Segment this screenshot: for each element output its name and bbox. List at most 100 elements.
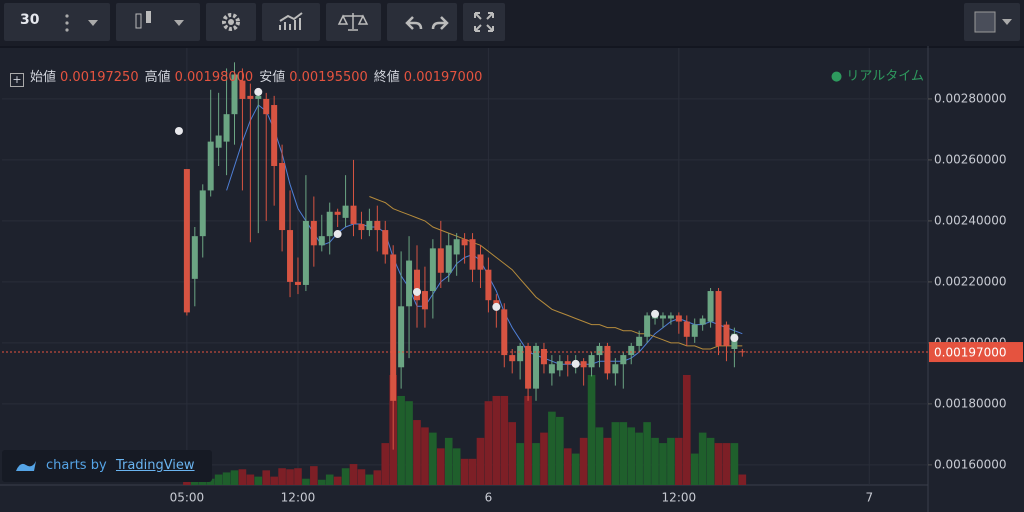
- volume-bar: [286, 469, 294, 485]
- settings-button[interactable]: [206, 3, 256, 41]
- x-tick-label: 6: [485, 491, 493, 505]
- candle-body: [207, 141, 214, 191]
- candle-body: [509, 355, 516, 362]
- volume-bar: [500, 395, 509, 485]
- candle-body: [525, 345, 532, 389]
- volume-bar: [429, 432, 437, 485]
- volume-bar: [738, 474, 747, 485]
- status-text: リアルタイム: [846, 69, 924, 84]
- legend-label: 終値: [373, 70, 400, 85]
- candle-body: [588, 355, 595, 368]
- candle-icon: [135, 11, 184, 29]
- watermark[interactable]: charts by TradingView: [2, 450, 212, 482]
- volume-bar: [492, 395, 501, 485]
- volume-bar: [373, 470, 382, 485]
- volume-bar: [556, 416, 564, 485]
- indicators-button[interactable]: [262, 3, 320, 41]
- volume-bar: [540, 432, 548, 485]
- candle-body: [231, 74, 238, 115]
- layout-button[interactable]: [964, 3, 1020, 41]
- candle-body: [564, 361, 571, 365]
- interval[interactable]: 30: [20, 12, 40, 28]
- candle-body: [445, 245, 452, 273]
- x-tick-label: 7: [865, 491, 873, 505]
- volume-bar: [238, 469, 247, 485]
- candle-body: [699, 318, 706, 325]
- volume-bar: [310, 466, 318, 485]
- legend-value: 0.00195500: [289, 70, 368, 85]
- marker: [571, 359, 580, 368]
- candle-body: [517, 345, 524, 362]
- plot-area: [2, 48, 928, 485]
- interval-menu-icon: [65, 14, 98, 32]
- candle-body: [247, 95, 254, 99]
- marker: [254, 87, 263, 96]
- candle-body: [707, 291, 714, 322]
- x-tick-label: 05:00: [170, 491, 205, 505]
- volume-bar: [579, 437, 588, 485]
- volume-bar: [246, 474, 255, 485]
- volume-bar: [198, 479, 207, 485]
- volume-bar: [698, 432, 707, 485]
- candle-body: [540, 348, 547, 365]
- volume-bar: [294, 468, 302, 485]
- last-price-box: [929, 342, 1023, 363]
- candle-body: [271, 105, 278, 167]
- candle-body: [533, 345, 540, 389]
- volume-bar: [365, 474, 374, 485]
- candle-body: [715, 291, 722, 346]
- candle-body: [255, 95, 262, 99]
- collapse-icon[interactable]: +: [10, 73, 24, 87]
- volume-bar: [460, 458, 469, 485]
- legend-value: 0.00198000: [174, 70, 254, 85]
- chart: 0.001600000.001800000.002000000.00220000…: [0, 46, 1023, 512]
- volume-bar: [667, 437, 675, 485]
- volume-bar: [714, 443, 723, 485]
- candle-body: [263, 98, 270, 115]
- candle-body: [199, 190, 206, 237]
- candle-body: [636, 336, 643, 346]
- volume-bar: [468, 458, 477, 485]
- brand[interactable]: TradingView: [116, 458, 195, 473]
- candle-body: [691, 324, 698, 337]
- volume-bar: [548, 411, 556, 485]
- legend-label: 安値: [259, 70, 286, 85]
- volume-bar: [659, 443, 667, 485]
- candle-body: [556, 361, 563, 371]
- candle-body: [398, 306, 405, 368]
- fullscreen-button[interactable]: [463, 3, 505, 41]
- candle-body: [596, 345, 603, 356]
- y-tick-label: 0.00160000: [934, 457, 1007, 471]
- volume-bar: [317, 479, 326, 485]
- volume-bar: [722, 443, 731, 485]
- volume-bar: [682, 375, 691, 485]
- ohlc-legend: + 始値 0.00197250 高値 0.00198000 安値 0.00195500 終値 0…: [10, 66, 488, 87]
- volume-bar: [532, 443, 540, 485]
- candle-body: [548, 364, 555, 374]
- legend-label: 高値: [144, 70, 171, 85]
- gear-icon: [222, 13, 240, 31]
- volume-bar: [254, 476, 263, 485]
- marker: [651, 309, 660, 318]
- candle-body: [406, 260, 413, 307]
- compare-button[interactable]: [326, 3, 381, 41]
- y-tick-label: 0.00180000: [934, 396, 1007, 410]
- candle-body: [279, 162, 286, 231]
- volume-bar: [325, 474, 334, 485]
- volume-bar: [357, 469, 366, 485]
- volume-bar: [262, 470, 271, 485]
- candle-body: [342, 205, 349, 218]
- candle-body: [437, 248, 444, 273]
- layout-icon: [974, 11, 1012, 33]
- candle-body: [318, 236, 325, 246]
- candle-body: [413, 269, 420, 301]
- volume-bar: [690, 453, 699, 485]
- volume-bar: [706, 437, 715, 485]
- chart-type-button[interactable]: [116, 3, 200, 41]
- candle-body: [675, 315, 682, 322]
- volume-bar: [651, 437, 659, 485]
- candle-body: [477, 254, 484, 270]
- volume-bar: [587, 375, 596, 485]
- undo-redo[interactable]: [387, 3, 457, 41]
